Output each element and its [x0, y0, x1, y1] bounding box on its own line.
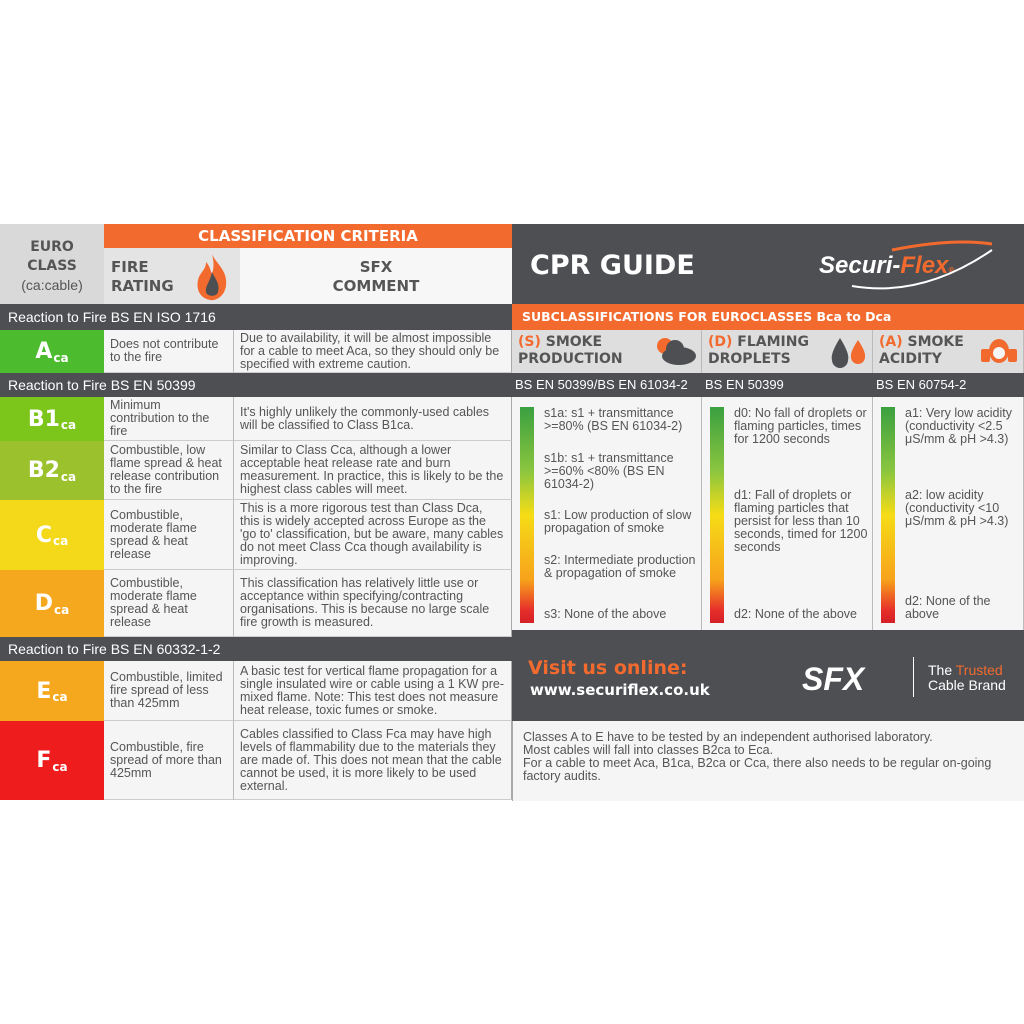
- fire-rating-cell: Minimum contribution to the fire: [104, 397, 234, 441]
- fire-rating-cell: Does not contribute to the fire: [104, 330, 234, 373]
- fire-rating-cell: Combustible, moderate flame spread & hea…: [104, 500, 234, 570]
- sfx-logo: SFX: [802, 661, 865, 697]
- band-iso1716: Reaction to Fire BS EN ISO 1716: [0, 304, 512, 330]
- class-badge-b1: B1 ca: [0, 397, 104, 441]
- divider: [512, 630, 1024, 637]
- subclass-item: s2: Intermediate production & propagatio…: [544, 553, 696, 580]
- notes-panel: Classes A to E have to be tested by an i…: [512, 721, 1024, 801]
- subclass-standard: BS EN 50399: [702, 373, 873, 397]
- rating-gradient-bar: [881, 407, 895, 623]
- sfx-comment-cell: This classification has relatively littl…: [234, 570, 512, 637]
- note: Classes A to E have to be tested by an i…: [523, 730, 933, 744]
- cpr-guide-header: CPR GUIDE Securi-Flex®: [512, 224, 1024, 304]
- subclass-item: d0: No fall of droplets or flaming parti…: [734, 406, 867, 446]
- subclass-scale-production: s1a: s1 + transmittance >=80% (BS EN 610…: [512, 397, 702, 637]
- website-link[interactable]: www.securiflex.co.uk: [530, 681, 710, 699]
- fire-rating-cell: Combustible, fire spread of more than 42…: [104, 721, 234, 800]
- subclass-header-droplets: (D) FLAMING DROPLETS: [702, 330, 873, 373]
- sfx-comment-cell: It's highly unlikely the commonly-used c…: [234, 397, 512, 441]
- subclass-item: a1: Very low acidity (conductivity <2.5 …: [905, 406, 1012, 446]
- logo-swoosh: [851, 240, 993, 290]
- subclass-item: d2: None of the above: [905, 594, 991, 621]
- rating-gradient-bar: [710, 407, 724, 623]
- fire-rating-cell: Combustible, limited fire spread of less…: [104, 661, 234, 721]
- subclass-item: s1b: s1 + transmittance >=60% <80% (BS E…: [544, 451, 674, 491]
- subclass-scale-acidity: a1: Very low acidity (conductivity <2.5 …: [873, 397, 1024, 637]
- fire-rating-cell: Combustible, moderate flame spread & hea…: [104, 570, 234, 637]
- fire-rating-cell: Combustible, low flame spread & heat rel…: [104, 441, 234, 500]
- band-en50399: Reaction to Fire BS EN 50399: [0, 373, 512, 397]
- subclass-scale-droplets: d0: No fall of droplets or flaming parti…: [702, 397, 873, 637]
- note: Most cables will fall into classes B2ca …: [523, 743, 774, 757]
- subclass-header-production: (S) SMOKE PRODUCTION: [512, 330, 702, 373]
- securiflex-logo: Securi-Flex®: [819, 252, 955, 279]
- flame-icon: [197, 254, 227, 301]
- band-en60332: Reaction to Fire BS EN 60332-1-2: [0, 637, 512, 661]
- droplets-icon: [828, 336, 868, 375]
- rating-gradient-bar: [520, 407, 534, 623]
- visit-us-label: Visit us online:: [528, 657, 688, 679]
- sfx-comment-header: SFX COMMENT: [240, 248, 512, 304]
- euro-class-label: EURO CLASS: [27, 239, 77, 274]
- subclass-standard: BS EN 50399/BS EN 61034-2: [512, 373, 702, 397]
- page-title: CPR GUIDE: [530, 250, 695, 281]
- sfx-comment-cell: Cables classified to Class Fca may have …: [234, 721, 512, 800]
- euro-class-header: EURO CLASS (ca:cable): [0, 224, 104, 304]
- gas-mask-icon: [979, 336, 1019, 371]
- subclass-standard: BS EN 60754-2: [873, 373, 1024, 397]
- subclass-item: d2: None of the above: [734, 607, 858, 621]
- brand-divider: [913, 657, 914, 697]
- subclass-item: s1: Low production of slow propagation o…: [544, 508, 692, 535]
- sfx-comment-cell: This is a more rigorous test than Class …: [234, 500, 512, 570]
- fire-rating-header: FIRE RATING: [104, 248, 240, 304]
- subclassifications-title: SUBCLASSIFICATIONS FOR EUROCLASSES Bca t…: [512, 304, 1024, 330]
- classification-criteria-header: CLASSIFICATION CRITERIA: [104, 224, 512, 248]
- sfx-comment-cell: Similar to Class Cca, although a lower a…: [234, 441, 512, 500]
- sfx-comment-cell: A basic test for vertical flame propagat…: [234, 661, 512, 721]
- subclass-header-acidity: (A) SMOKE ACIDITY: [873, 330, 1024, 373]
- cloud-icon: [651, 336, 697, 371]
- class-badge-b2: B2 ca: [0, 441, 104, 500]
- subclass-item: s1a: s1 + transmittance >=80% (BS EN 610…: [544, 406, 683, 433]
- sfx-comment-cell: Due to availability, it will be almost i…: [234, 330, 512, 373]
- promo-panel: Visit us online: www.securiflex.co.uk SF…: [512, 637, 1024, 721]
- subclass-item: d1: Fall of droplets or flaming particle…: [734, 488, 868, 554]
- brand-tagline: The Trusted Cable Brand: [928, 662, 1006, 693]
- subclass-item: a2: low acidity (conductivity <10 μS/mm …: [905, 488, 1009, 528]
- euro-class-sub: (ca:cable): [21, 277, 83, 293]
- note: For a cable to meet Aca, B1ca, B2ca or C…: [523, 756, 992, 783]
- subclass-item: s3: None of the above: [544, 607, 667, 621]
